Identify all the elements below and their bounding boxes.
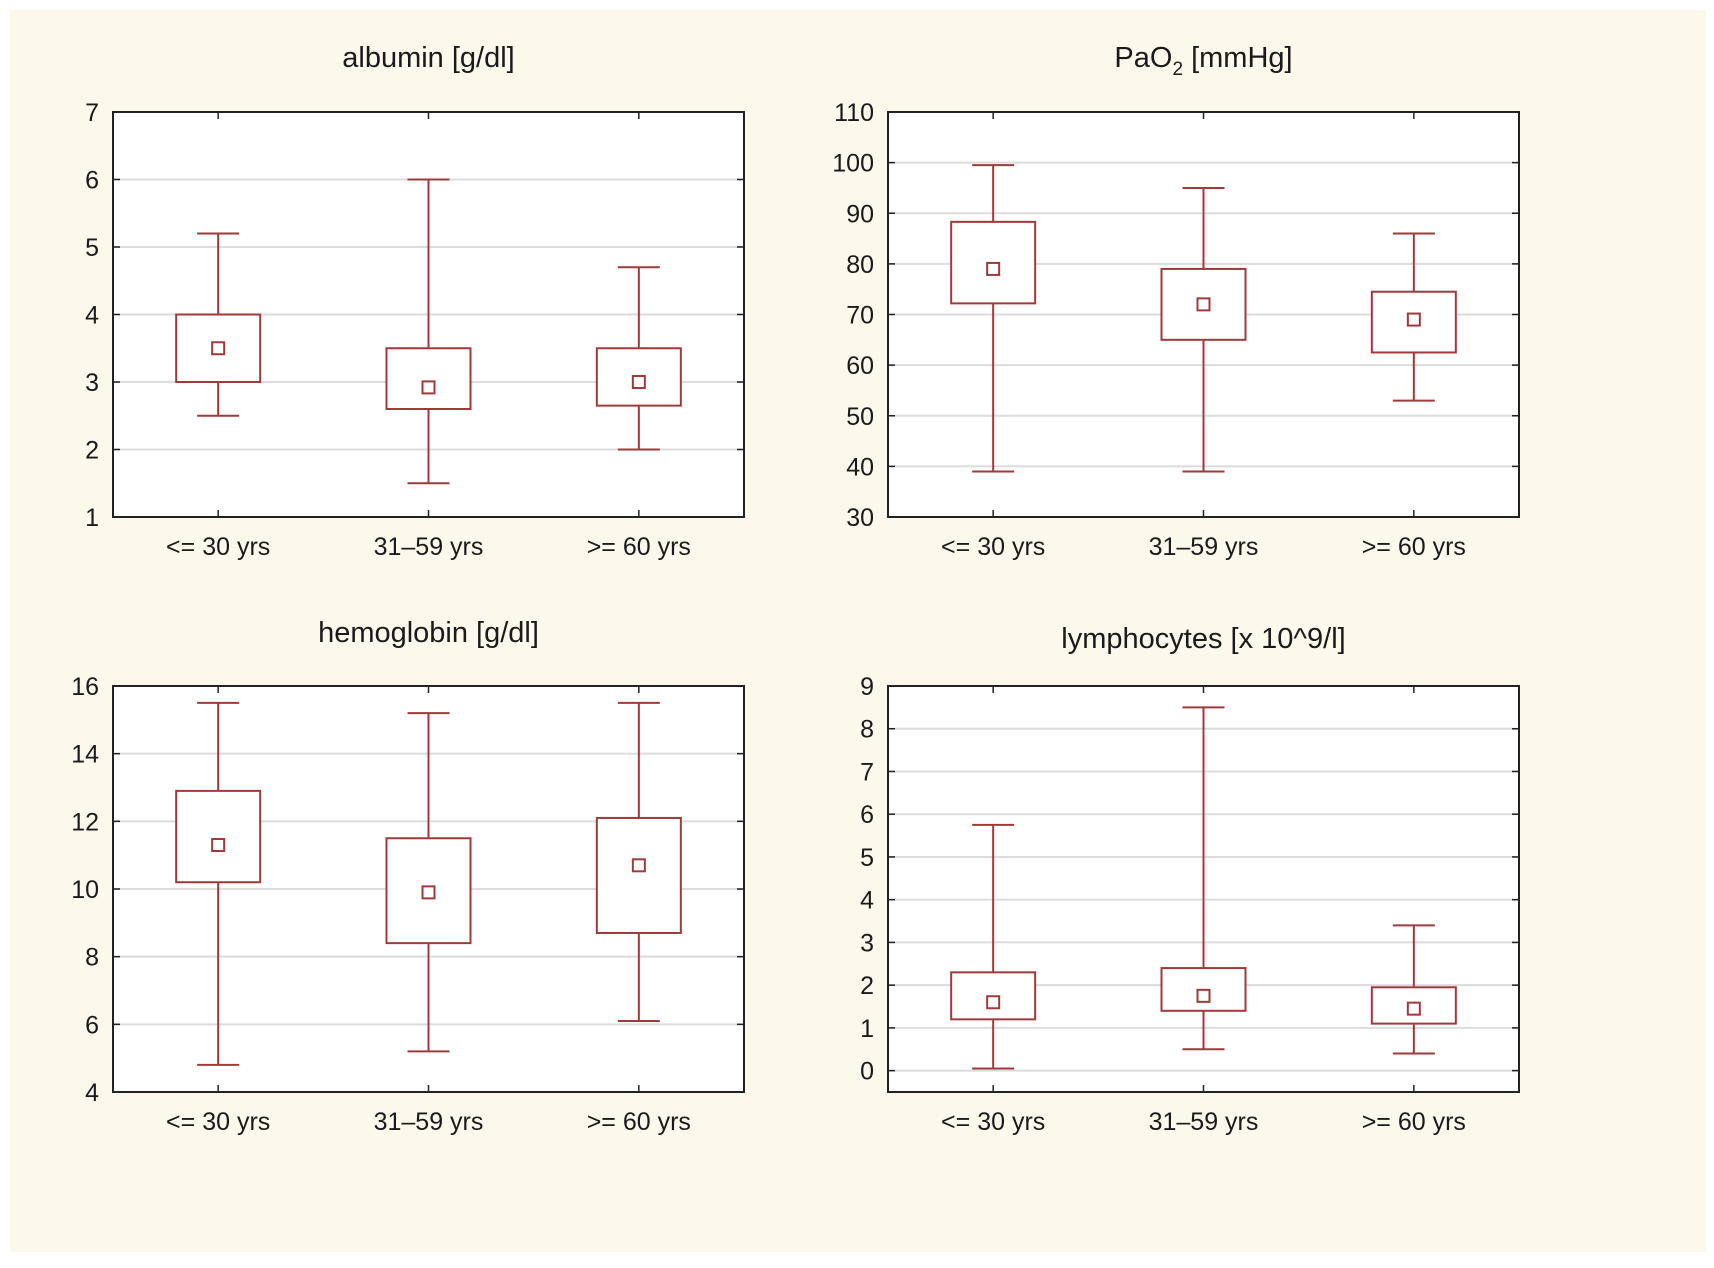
- median-marker: [211, 838, 226, 853]
- x-tick-label: >= 60 yrs: [1362, 1108, 1466, 1136]
- box-iqr: [1370, 986, 1457, 1025]
- y-tick-label: 70: [846, 302, 874, 330]
- median-marker: [986, 995, 1001, 1010]
- y-tick-label: 8: [85, 944, 99, 972]
- y-tick-label: 60: [846, 352, 874, 380]
- y-tick-label: 100: [832, 150, 874, 178]
- panel-title: PaO2 [mmHg]: [1114, 42, 1292, 80]
- box-iqr: [175, 789, 262, 884]
- median-marker: [631, 858, 646, 873]
- x-tick-label: >= 60 yrs: [587, 1108, 691, 1136]
- x-tick-label: <= 30 yrs: [166, 533, 270, 561]
- y-tick-label: 0: [860, 1058, 874, 1086]
- box-iqr: [595, 816, 682, 934]
- title-text: PaO: [1114, 42, 1172, 74]
- median-marker: [1406, 312, 1421, 327]
- title-subscript: 2: [1172, 59, 1183, 80]
- x-tick-label: <= 30 yrs: [166, 1108, 270, 1136]
- box-iqr: [950, 220, 1037, 305]
- y-tick-label: 7: [85, 99, 99, 127]
- y-tick-label: 4: [85, 1079, 99, 1107]
- x-tick-label: >= 60 yrs: [587, 533, 691, 561]
- y-tick-label: 6: [860, 801, 874, 829]
- median-marker: [1406, 1001, 1421, 1016]
- y-tick-label: 40: [846, 453, 874, 481]
- y-tick-label: 110: [834, 99, 874, 127]
- panel-title: lymphocytes [x 10^9/l]: [1061, 623, 1345, 655]
- y-tick-label: 30: [846, 504, 874, 532]
- x-tick-label: 31–59 yrs: [374, 1108, 484, 1136]
- y-tick-label: 2: [860, 972, 874, 1000]
- median-marker: [421, 380, 436, 395]
- y-tick-label: 7: [860, 758, 874, 786]
- y-tick-label: 4: [860, 887, 874, 915]
- y-tick-label: 5: [85, 234, 99, 262]
- y-tick-label: 90: [846, 200, 874, 228]
- median-marker: [421, 885, 436, 900]
- plot-frame-2: [887, 111, 1520, 518]
- x-tick-label: 31–59 yrs: [1149, 1108, 1259, 1136]
- y-tick-label: 3: [860, 929, 874, 957]
- title-unit: [mmHg]: [1183, 42, 1293, 74]
- y-tick-label: 1: [85, 504, 99, 532]
- y-tick-label: 6: [85, 167, 99, 195]
- y-tick-label: 4: [85, 302, 99, 330]
- figure-background: 1 2 3 4 5 6 7 <= 30 yrs 31–59 yrs >= 60 yrs albumi…: [10, 10, 1706, 1252]
- x-tick-label: <= 30 yrs: [941, 1108, 1045, 1136]
- x-tick-label: >= 60 yrs: [1362, 533, 1466, 561]
- y-tick-label: 5: [860, 844, 874, 872]
- y-tick-label: 1: [860, 1015, 874, 1043]
- box-iqr: [385, 347, 472, 410]
- median-marker: [1196, 988, 1211, 1003]
- plot-frame-3: [112, 685, 745, 1093]
- panel-title: albumin [g/dl]: [342, 42, 515, 74]
- y-tick-label: 2: [85, 437, 99, 465]
- y-tick-label: 50: [846, 403, 874, 431]
- plot-frame-4: [887, 685, 1520, 1093]
- median-marker: [1196, 297, 1211, 312]
- y-tick-label: 9: [860, 673, 874, 701]
- median-marker: [631, 375, 646, 389]
- y-tick-label: 6: [85, 1011, 99, 1039]
- y-tick-label: 12: [71, 808, 99, 836]
- y-tick-label: 14: [71, 741, 99, 769]
- x-tick-label: 31–59 yrs: [1149, 533, 1259, 561]
- median-marker: [986, 261, 1001, 276]
- panel-title: hemoglobin [g/dl]: [318, 617, 539, 649]
- y-tick-label: 8: [860, 716, 874, 744]
- median-marker: [211, 341, 226, 356]
- y-tick-label: 3: [85, 369, 99, 397]
- x-tick-label: <= 30 yrs: [941, 533, 1045, 561]
- plot-frame-1: [112, 111, 745, 518]
- x-tick-label: 31–59 yrs: [374, 533, 484, 561]
- y-tick-label: 10: [71, 876, 99, 904]
- y-tick-label: 16: [71, 673, 99, 701]
- y-tick-label: 80: [846, 251, 874, 279]
